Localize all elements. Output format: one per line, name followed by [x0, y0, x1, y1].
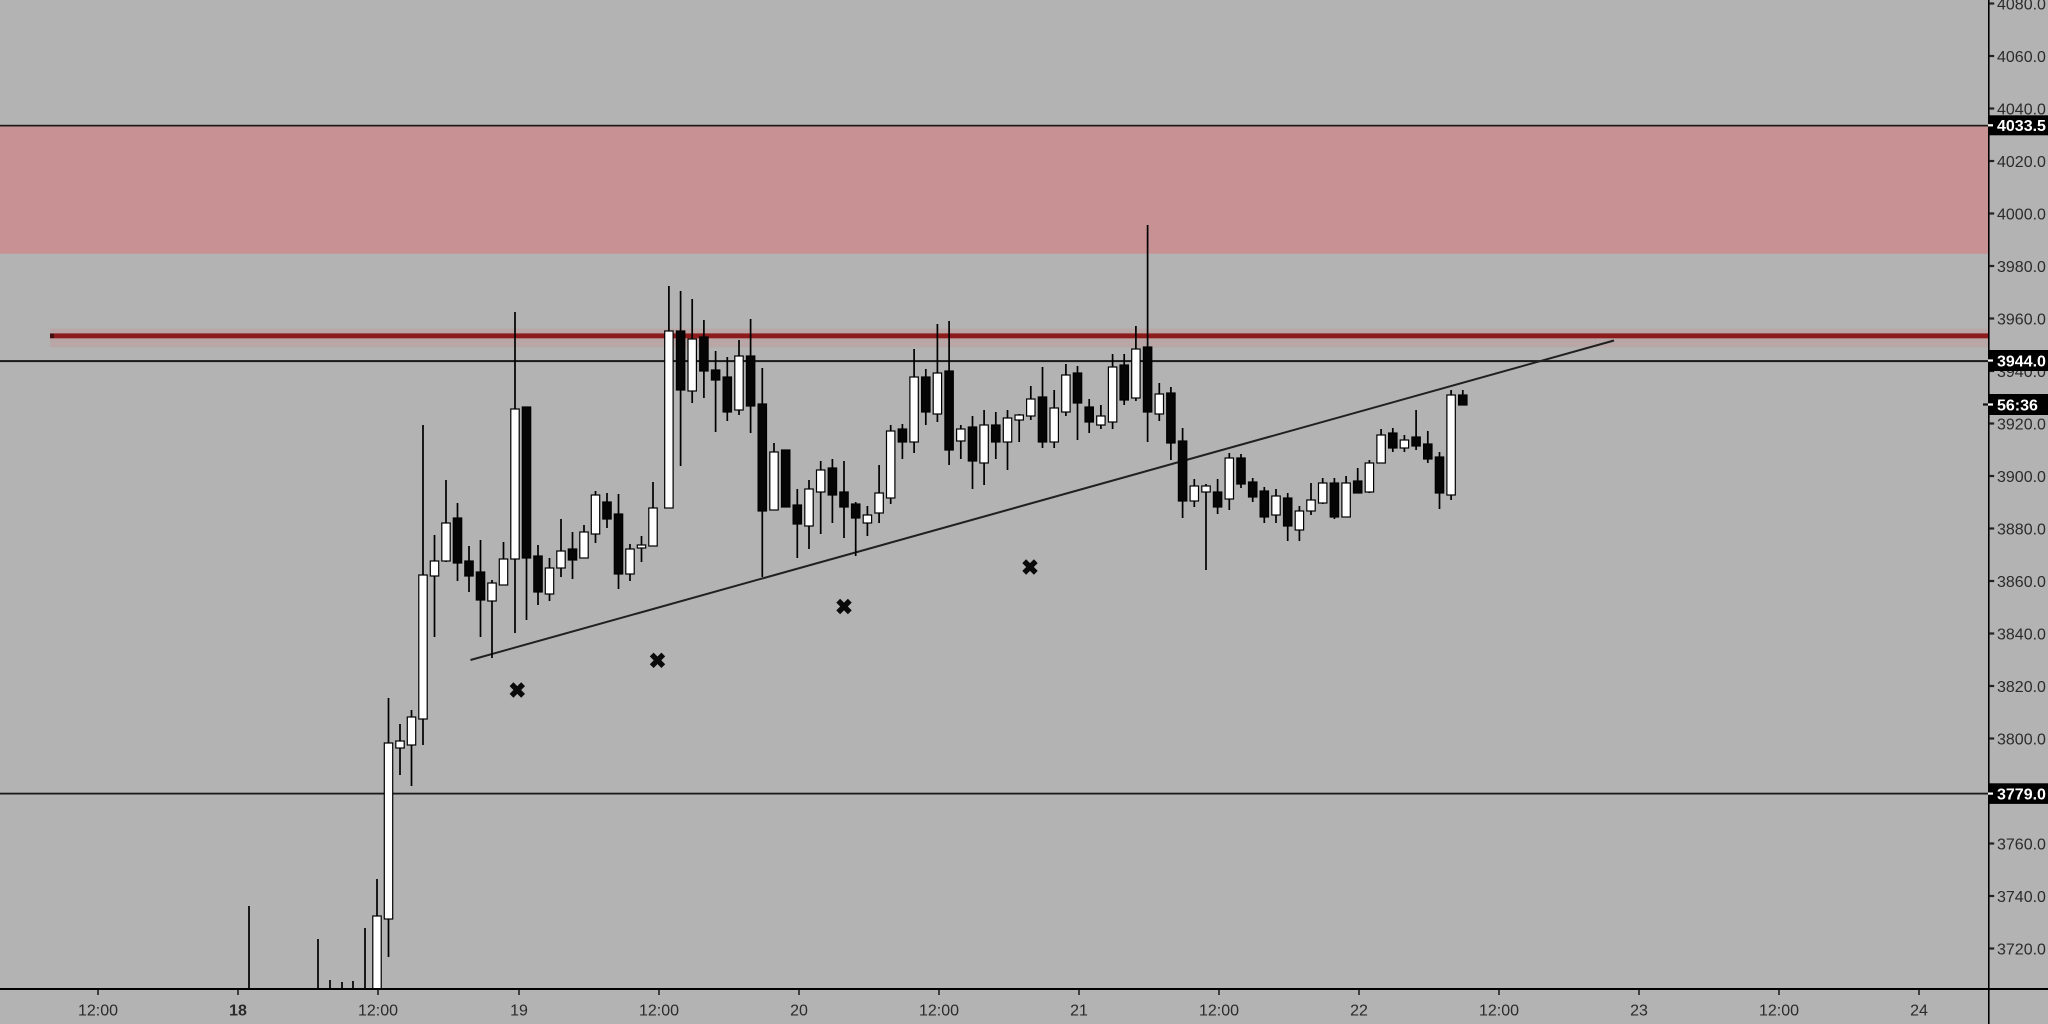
- svg-text:56:36: 56:36: [1997, 397, 2038, 414]
- svg-text:3900.0: 3900.0: [1997, 469, 2046, 486]
- svg-text:12:00: 12:00: [1199, 1003, 1239, 1020]
- svg-text:12:00: 12:00: [1479, 1003, 1519, 1020]
- svg-text:22: 22: [1350, 1003, 1368, 1020]
- svg-text:3944.0: 3944.0: [1997, 353, 2046, 370]
- svg-text:3720.0: 3720.0: [1997, 941, 2046, 958]
- svg-text:3980.0: 3980.0: [1997, 259, 2046, 276]
- svg-text:12:00: 12:00: [919, 1003, 959, 1020]
- svg-text:20: 20: [790, 1003, 808, 1020]
- svg-text:3860.0: 3860.0: [1997, 574, 2046, 591]
- svg-text:12:00: 12:00: [639, 1003, 679, 1020]
- svg-text:12:00: 12:00: [1759, 1003, 1799, 1020]
- svg-text:3779.0: 3779.0: [1997, 786, 2046, 803]
- svg-text:3960.0: 3960.0: [1997, 311, 2046, 328]
- svg-text:4033.5: 4033.5: [1997, 118, 2046, 135]
- svg-text:4000.0: 4000.0: [1997, 206, 2046, 223]
- svg-text:4020.0: 4020.0: [1997, 154, 2046, 171]
- svg-text:3840.0: 3840.0: [1997, 626, 2046, 643]
- svg-text:4060.0: 4060.0: [1997, 49, 2046, 66]
- svg-text:3880.0: 3880.0: [1997, 521, 2046, 538]
- svg-text:23: 23: [1630, 1003, 1648, 1020]
- svg-text:4080.0: 4080.0: [1997, 0, 2046, 13]
- svg-text:19: 19: [510, 1003, 528, 1020]
- svg-text:3760.0: 3760.0: [1997, 836, 2046, 853]
- svg-text:4040.0: 4040.0: [1997, 101, 2046, 118]
- svg-text:18: 18: [229, 1003, 247, 1020]
- svg-text:21: 21: [1070, 1003, 1088, 1020]
- svg-text:12:00: 12:00: [358, 1003, 398, 1020]
- svg-text:3820.0: 3820.0: [1997, 679, 2046, 696]
- svg-text:24: 24: [1910, 1003, 1928, 1020]
- svg-text:12:00: 12:00: [78, 1003, 118, 1020]
- svg-text:3740.0: 3740.0: [1997, 889, 2046, 906]
- svg-text:3800.0: 3800.0: [1997, 731, 2046, 748]
- svg-text:3920.0: 3920.0: [1997, 416, 2046, 433]
